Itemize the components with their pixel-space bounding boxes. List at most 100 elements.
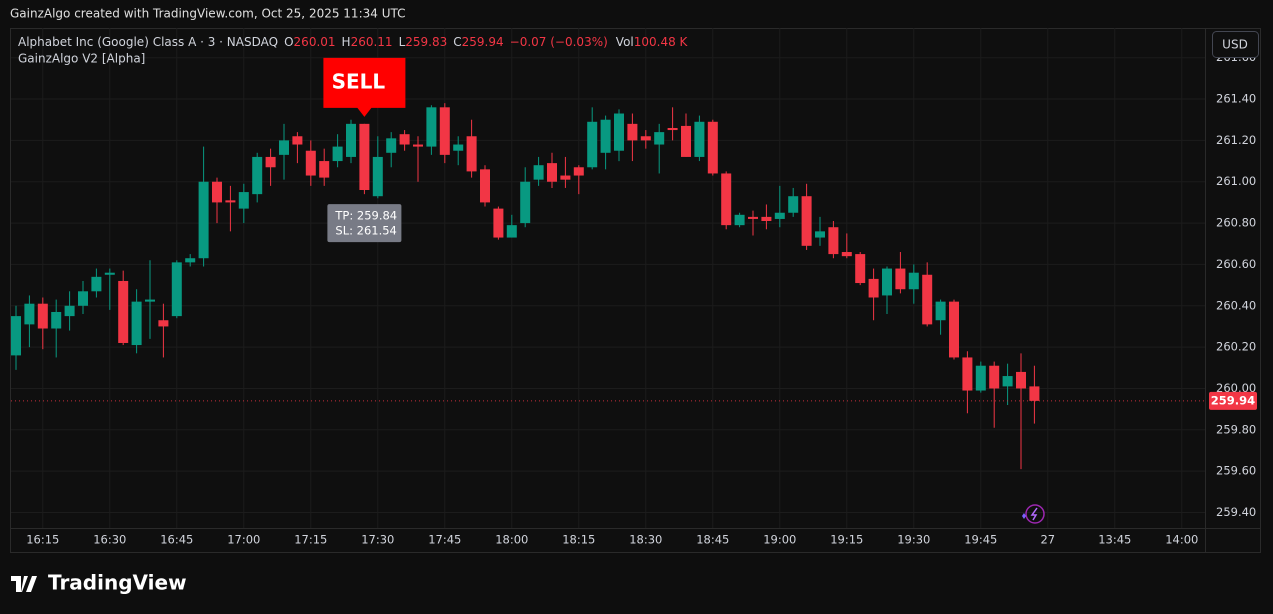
- brand-name: TradingView: [48, 571, 187, 595]
- credit: GainzAlgo created with TradingView.com, …: [10, 7, 405, 21]
- candle-body: [734, 214, 745, 226]
- h-value: 260.11: [351, 35, 393, 49]
- candle-body: [305, 150, 316, 176]
- icon-bolt[interactable]: [1030, 507, 1038, 521]
- candle-body: [466, 136, 477, 172]
- candle-body: [198, 181, 209, 259]
- h-label: H: [342, 35, 351, 49]
- x-tick-label: 17:15: [294, 533, 327, 547]
- candle-body: [439, 107, 450, 155]
- x-tick-label: 16:45: [160, 533, 193, 547]
- candle-body: [774, 212, 785, 219]
- x-tick-label: 17:00: [227, 533, 260, 547]
- candle-body: [319, 161, 330, 178]
- candle-body: [185, 258, 196, 263]
- candle-body: [667, 127, 678, 131]
- x-tick-label: 16:30: [93, 533, 126, 547]
- candle-body: [761, 216, 772, 222]
- brand: TradingView: [11, 571, 187, 595]
- y-tick-label: 261.20: [1216, 133, 1256, 147]
- x-tick-label: 19:45: [964, 533, 997, 547]
- replay-icon[interactable]: [1022, 504, 1045, 524]
- l-label: L: [399, 35, 406, 49]
- y-tick-label: 260.00: [1216, 381, 1256, 395]
- candle-body: [721, 173, 732, 226]
- candle-body: [104, 272, 115, 275]
- candle-body: [815, 231, 825, 238]
- candle-body: [332, 146, 343, 162]
- candle-body: [1029, 386, 1040, 401]
- x-tick-label: 17:45: [428, 533, 461, 547]
- candle-body: [11, 316, 21, 356]
- candle-body: [949, 301, 959, 358]
- symbol: Alphabet Inc (Google) Class A · 3 · NASD…: [18, 35, 278, 49]
- candle-body: [587, 121, 598, 168]
- sell-badge: [323, 57, 406, 117]
- candle-body: [547, 163, 557, 182]
- candle-body: [908, 272, 919, 290]
- icon-circle[interactable]: [1025, 504, 1045, 524]
- candle-body: [600, 119, 611, 153]
- candle-body: [91, 276, 102, 292]
- candle-body: [51, 311, 62, 329]
- last-price-label: 259.94: [1211, 393, 1255, 407]
- indicator-name: GainzAlgo V2 [Alpha]: [18, 52, 145, 66]
- candle-body: [37, 303, 48, 329]
- candle-body: [694, 121, 705, 157]
- candle-body: [573, 167, 584, 176]
- icon-spark[interactable]: [1022, 513, 1026, 519]
- y-tick-label: 260.80: [1216, 216, 1256, 230]
- tp-label: TP: 259.84: [334, 209, 397, 223]
- candle-body: [346, 123, 356, 157]
- candle-body: [453, 144, 464, 151]
- candle-body: [627, 123, 638, 141]
- o-label: O: [284, 35, 293, 49]
- candle-body: [989, 365, 1000, 389]
- candle-body: [212, 181, 222, 203]
- candle-body: [372, 156, 383, 197]
- candle-body: [520, 181, 531, 224]
- x-tick-label: 14:00: [1165, 533, 1198, 547]
- volume: 100.48 K: [634, 35, 689, 49]
- change: −0.07 (−0.03%): [510, 35, 608, 49]
- candle-body: [386, 138, 397, 153]
- candle-body: [788, 196, 799, 213]
- x-tick-label: 18:30: [629, 533, 662, 547]
- candle-body: [962, 357, 973, 391]
- candle-body: [292, 136, 303, 145]
- x-tick-label: 19:30: [897, 533, 930, 547]
- candle-body: [279, 140, 289, 155]
- candle-body: [935, 301, 946, 321]
- candle-body: [265, 156, 276, 168]
- last-price-box: [1209, 391, 1257, 410]
- grid: 259.40 259.60 259.80 260.00 260.20 260.40 260.…: [11, 28, 1256, 547]
- candle-body: [654, 132, 665, 145]
- y-tick-label: 259.60: [1216, 464, 1256, 478]
- candle-body: [707, 121, 718, 174]
- candle-body: [24, 303, 35, 325]
- candle-body: [868, 278, 879, 298]
- o-value: 260.01: [294, 35, 336, 49]
- y-tick-label: 259.40: [1216, 505, 1256, 519]
- x-tick-label: 19:00: [763, 533, 796, 547]
- chart-panel: [10, 28, 1261, 553]
- candles: [11, 103, 1040, 470]
- candle-body: [64, 305, 75, 317]
- l-value: 259.83: [405, 35, 447, 49]
- candle-body: [828, 227, 839, 255]
- currency-button-box[interactable]: [1212, 31, 1259, 58]
- candle-body: [640, 136, 651, 141]
- currency-label[interactable]: USD: [1222, 38, 1248, 52]
- y-tick-label: 260.20: [1216, 340, 1256, 354]
- candle-body: [145, 299, 155, 302]
- sell-label: SELL: [332, 69, 386, 93]
- candle-body: [855, 254, 866, 284]
- y-tick-label: 261.00: [1216, 174, 1256, 188]
- legend: Alphabet Inc (Google) Class A · 3 · NASD…: [18, 35, 689, 49]
- currency-button[interactable]: USD: [1212, 31, 1259, 58]
- candle-body: [506, 225, 517, 238]
- tp-sl-box: [327, 204, 402, 243]
- y-tick-label: 260.40: [1216, 298, 1256, 312]
